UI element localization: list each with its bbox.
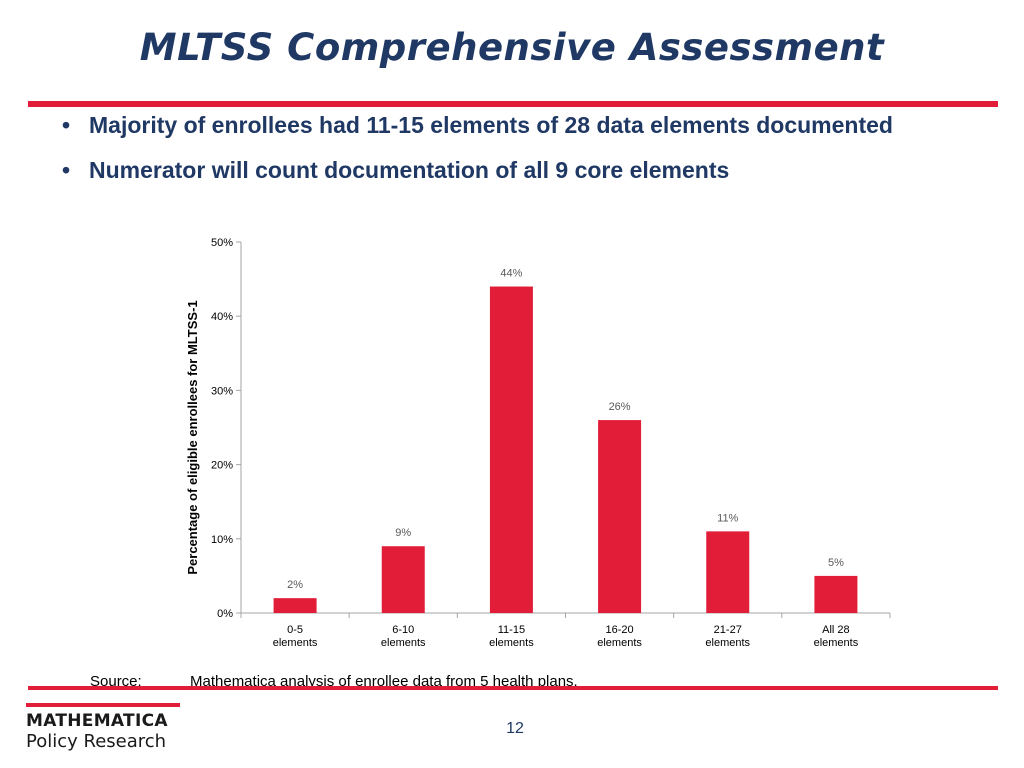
bullet-text: Numerator will count documentation of al… [89, 157, 730, 183]
slide-title: MLTSS Comprehensive Assessment [139, 26, 885, 69]
x-tick-label: elements [273, 637, 318, 649]
source-text: Mathematica analysis of enrollee data fr… [190, 673, 578, 690]
page-number: 12 [506, 720, 524, 737]
x-tick-label: 16-20 [606, 624, 634, 636]
x-tick-label: 0-5 [287, 624, 303, 636]
bullet-item: • Majority of enrollees had 11-15 elemen… [62, 110, 962, 140]
x-tick-label: 21-27 [714, 624, 742, 636]
logo-line-2: Policy Research [26, 731, 167, 752]
x-tick-label: elements [381, 637, 426, 649]
data-label: 9% [395, 527, 411, 539]
mathematica-logo: MATHEMATICA Policy Research [26, 703, 180, 753]
y-tick-label: 40% [211, 311, 233, 323]
logo-line-1: MATHEMATICA [26, 711, 168, 731]
data-label: 26% [609, 401, 631, 413]
y-tick-label: 30% [211, 385, 233, 397]
bullet-icon: • [62, 112, 71, 138]
x-tick-label: 11-15 [498, 624, 525, 636]
data-label: 2% [287, 579, 303, 591]
title-divider [28, 101, 998, 107]
y-tick-label: 50% [211, 237, 233, 249]
data-label: 11% [717, 512, 738, 524]
source-label: Source: [90, 673, 142, 690]
footer-divider [28, 686, 998, 690]
source-note: Source: Mathematica analysis of enrollee … [90, 673, 578, 690]
bullet-list: • Majority of enrollees had 11-15 elemen… [62, 110, 962, 200]
x-tick-label: elements [705, 637, 750, 649]
bar [814, 575, 858, 613]
x-tick-label: elements [489, 637, 534, 649]
y-tick-label: 20% [211, 460, 233, 472]
y-axis-title: Percentage of eligible enrollees for MLT… [185, 300, 200, 574]
data-label: 5% [828, 557, 844, 569]
bullet-text: Majority of enrollees had 11-15 elements… [89, 112, 893, 138]
bar [273, 598, 317, 613]
bar [706, 531, 750, 613]
bullet-item: • Numerator will count documentation of … [62, 155, 962, 185]
x-tick-label: 6-10 [392, 624, 414, 636]
bullet-icon: • [62, 157, 71, 183]
x-tick-label: All 28 [822, 624, 850, 636]
x-tick-label: elements [597, 637, 642, 649]
y-tick-label: 0% [217, 608, 233, 620]
data-label: 44% [500, 268, 522, 280]
bar [381, 546, 425, 613]
y-tick-label: 10% [211, 534, 233, 546]
bar [598, 420, 642, 613]
logo-bar [26, 703, 180, 707]
bar [489, 286, 533, 613]
x-tick-label: elements [814, 637, 859, 649]
